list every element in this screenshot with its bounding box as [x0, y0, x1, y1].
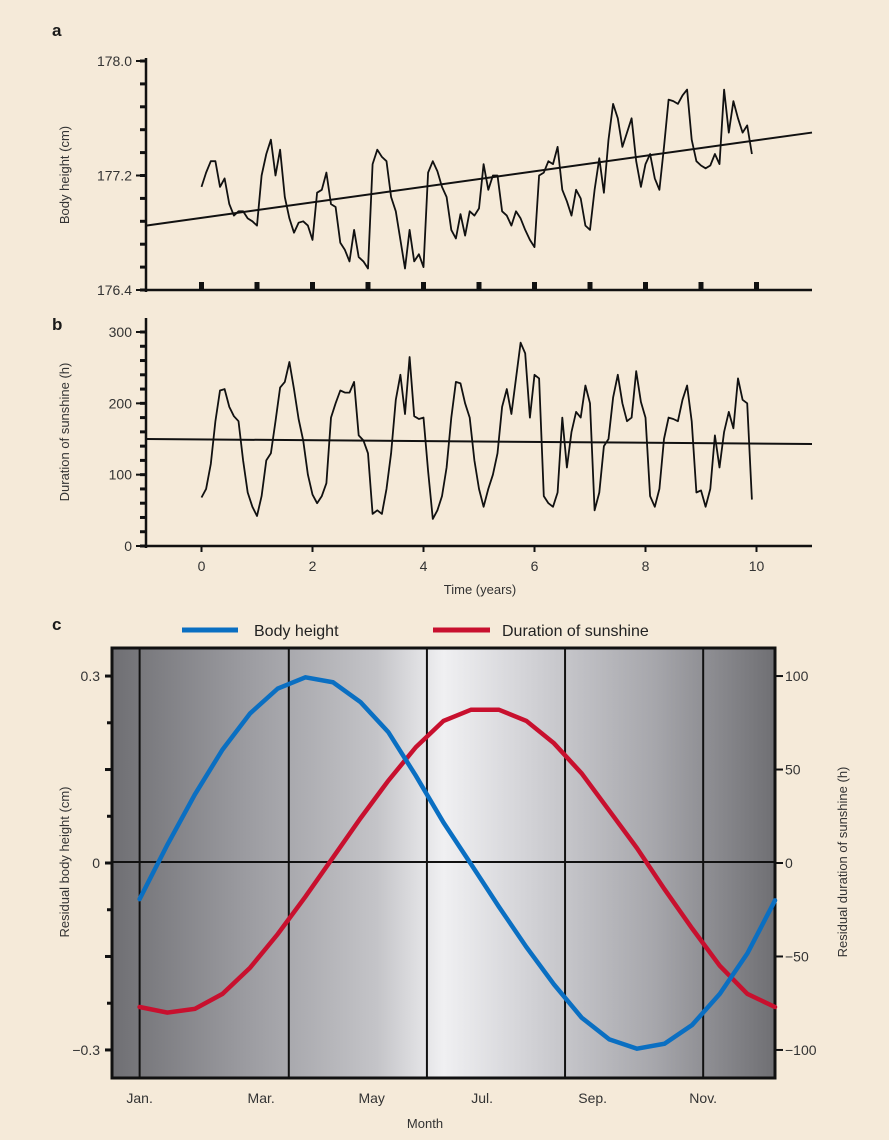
- sunshine-residual-curve: [137, 707, 778, 1015]
- c-right-tick-label: −100: [785, 1042, 817, 1058]
- b-x-tick-label: 10: [749, 558, 765, 574]
- month-label: May: [358, 1090, 384, 1106]
- a-y-tick-label: 177.2: [97, 168, 132, 184]
- legend-label-body-height: Body height: [254, 623, 339, 640]
- legend-label-sunshine: Duration of sunshine: [502, 623, 649, 640]
- panel-c-left-y-ticks: 0.3 0 −0.3: [72, 668, 112, 1058]
- c-left-tick-label: 0: [92, 855, 100, 871]
- b-y-tick-label: 0: [124, 538, 132, 554]
- panel-c-x-axis-title: Month: [407, 1116, 443, 1131]
- panel-b-x-ticks: 0 2 4 6 8 10: [198, 546, 765, 574]
- b-y-tick-label: 100: [109, 467, 133, 483]
- b-x-tick-label: 4: [420, 558, 428, 574]
- panel-b-y-axis-title: Duration of sunshine (h): [57, 363, 72, 502]
- month-label: Jan.: [126, 1090, 152, 1106]
- panel-c-y2-axis-title: Residual duration of sunshine (h): [835, 767, 850, 958]
- body-height-residual-curve: [137, 674, 778, 1052]
- b-y-tick-label: 200: [109, 395, 133, 411]
- panel-b-trend-line: [145, 438, 813, 445]
- panel-c-right-y-ticks: 100 50 0 −50 −100: [775, 668, 817, 1058]
- panel-letter-a: a: [52, 21, 62, 40]
- panel-a: a 178.0 177.2 176.4 Body height (cm): [52, 21, 813, 298]
- b-x-tick-label: 0: [198, 558, 206, 574]
- b-x-tick-label: 6: [531, 558, 539, 574]
- month-label: Nov.: [689, 1090, 717, 1106]
- c-right-tick-label: 100: [785, 668, 809, 684]
- a-y-tick-label: 176.4: [97, 282, 132, 298]
- c-right-tick-label: 50: [785, 762, 801, 778]
- legend: Body height Duration of sunshine: [182, 623, 649, 640]
- c-left-tick-label: 0.3: [81, 668, 101, 684]
- month-label: Jul.: [471, 1090, 493, 1106]
- b-x-tick-label: 2: [309, 558, 317, 574]
- panel-letter-c: c: [52, 615, 61, 634]
- panel-b: b 300 200 100 0 0 2 4 6 8 10 Duration of sunshin…: [52, 315, 813, 597]
- panel-letter-b: b: [52, 315, 62, 334]
- panel-a-x-ticks: [199, 282, 759, 290]
- panel-b-y-ticks: 300 200 100 0: [109, 324, 146, 554]
- c-left-tick-label: −0.3: [72, 1042, 100, 1058]
- month-label: Sep.: [578, 1090, 607, 1106]
- panel-c: c Body height Duration of sunshine 0.3 0 −…: [52, 615, 850, 1131]
- panel-c-month-labels: Jan. Mar. May Jul. Sep. Nov.: [126, 1090, 717, 1106]
- panel-a-y-ticks: 178.0 177.2 176.4: [97, 53, 146, 298]
- month-label: Mar.: [248, 1090, 275, 1106]
- a-y-tick-label: 178.0: [97, 53, 132, 69]
- panel-c-y-axis-title: Residual body height (cm): [57, 786, 72, 937]
- b-y-tick-label: 300: [109, 324, 133, 340]
- sunshine-series: [200, 341, 753, 520]
- body-height-series: [200, 88, 753, 270]
- panel-a-y-axis-title: Body height (cm): [57, 126, 72, 224]
- c-right-tick-label: 0: [785, 855, 793, 871]
- panel-b-x-axis-title: Time (years): [444, 582, 516, 597]
- c-right-tick-label: −50: [785, 948, 809, 964]
- panel-a-trend-line: [145, 131, 813, 227]
- b-x-tick-label: 8: [642, 558, 650, 574]
